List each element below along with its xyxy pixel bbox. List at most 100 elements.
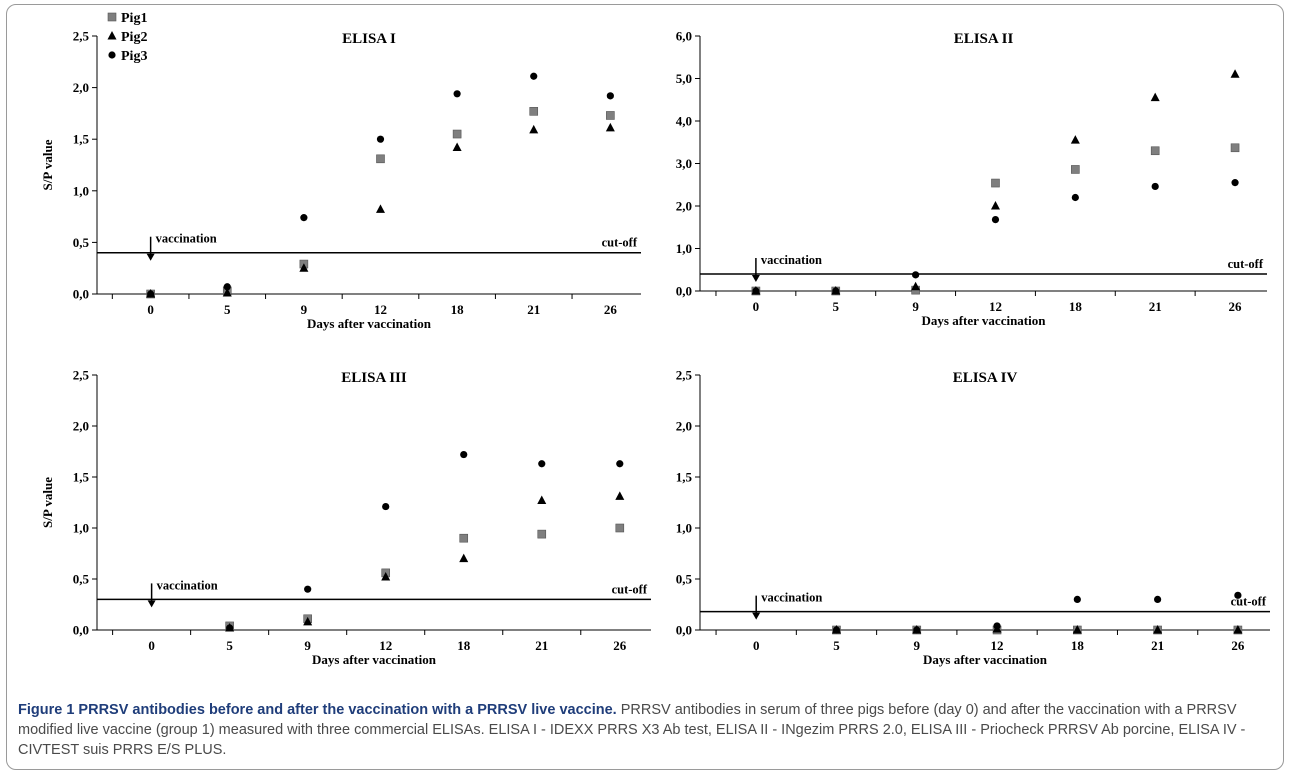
legend-marker-circle <box>108 51 116 59</box>
legend-label: Pig3 <box>121 49 147 64</box>
cutoff-label: cut-off <box>1228 257 1264 271</box>
y-tick-label: 0,5 <box>676 572 693 587</box>
x-tick-label: 26 <box>1229 299 1243 314</box>
caption-body: PRRSV antibodies in serum of three pigs … <box>18 702 1246 758</box>
x-tick-label: 21 <box>527 302 540 317</box>
data-point-pig2 <box>375 204 385 213</box>
panel-title: ELISA IV <box>953 370 1018 386</box>
y-tick-label: 1,5 <box>73 132 90 147</box>
y-tick-label: 2,5 <box>676 368 693 383</box>
x-tick-label: 0 <box>753 638 760 653</box>
x-tick-label: 21 <box>1151 638 1164 653</box>
data-point-pig3 <box>376 135 385 143</box>
data-point-pig2 <box>605 122 615 132</box>
x-tick-label: 9 <box>304 638 311 653</box>
data-point-pig1 <box>615 523 625 533</box>
y-tick-label: 1,0 <box>676 521 692 536</box>
data-point-pig3 <box>993 622 1001 630</box>
data-point-pig1 <box>1150 146 1160 156</box>
data-point-pig3 <box>913 626 921 634</box>
figure-caption: Figure 1 PRRSV antibodies before and aft… <box>18 700 1276 760</box>
data-point-pig2 <box>1230 69 1240 78</box>
vaccination-arrow-head <box>751 275 760 282</box>
x-tick-label: 0 <box>753 299 760 314</box>
data-point-pig3 <box>453 90 461 98</box>
data-point-pig1 <box>452 129 462 139</box>
data-point-pig3 <box>1151 182 1159 191</box>
data-point-pig2 <box>1233 625 1243 634</box>
y-tick-label: 5,0 <box>676 71 692 86</box>
x-tick-label: 12 <box>374 302 387 317</box>
x-tick-label: 5 <box>226 638 233 653</box>
data-point-pig3 <box>1234 591 1242 599</box>
x-tick-label: 9 <box>914 638 921 653</box>
data-point-pig2 <box>222 287 232 297</box>
data-point-pig3 <box>1073 595 1081 604</box>
data-point-pig3 <box>538 460 546 468</box>
data-point-pig1 <box>376 154 385 164</box>
x-tick-label: 5 <box>224 302 231 317</box>
data-point-pig3 <box>1154 595 1162 604</box>
data-point-pig3 <box>300 214 308 222</box>
y-tick-label: 2,5 <box>73 29 90 44</box>
x-tick-label: 21 <box>535 638 548 653</box>
vaccination-arrow-head <box>146 253 155 261</box>
data-point-pig3 <box>304 585 312 593</box>
data-point-pig2 <box>452 142 462 151</box>
data-point-pig3 <box>226 624 234 632</box>
data-point-pig2 <box>1150 92 1160 102</box>
data-point-pig2 <box>1070 135 1080 144</box>
data-point-pig3 <box>832 287 840 295</box>
data-point-pig2 <box>1153 625 1163 634</box>
y-tick-label: 2,0 <box>676 419 692 434</box>
data-point-pig3 <box>752 287 760 295</box>
data-point-pig3 <box>530 72 538 80</box>
data-point-pig2 <box>299 263 309 272</box>
y-tick-label: 6,0 <box>676 29 692 44</box>
legend-marker-square <box>107 12 117 22</box>
x-axis-title: Days after vaccination <box>312 652 437 667</box>
x-tick-label: 12 <box>991 638 1004 653</box>
data-point-pig1 <box>1071 165 1080 174</box>
data-point-pig3 <box>147 290 155 298</box>
x-tick-label: 18 <box>1071 638 1085 653</box>
data-point-pig3 <box>616 460 624 468</box>
y-tick-label: 0,0 <box>73 623 89 638</box>
data-point-pig2 <box>303 616 313 626</box>
vaccination-label: vaccination <box>156 232 217 246</box>
x-tick-label: 26 <box>613 638 627 653</box>
data-point-pig1 <box>991 178 1000 188</box>
y-tick-label: 2,5 <box>73 368 90 383</box>
data-point-pig2 <box>990 201 1000 210</box>
y-tick-label: 0,0 <box>676 284 692 299</box>
vaccination-label: vaccination <box>761 591 822 605</box>
data-point-pig3 <box>460 450 468 459</box>
y-tick-label: 4,0 <box>676 114 692 129</box>
y-tick-label: 0,0 <box>676 623 692 638</box>
x-tick-label: 5 <box>833 638 840 653</box>
data-point-pig3 <box>991 216 1000 224</box>
y-tick-label: 1,5 <box>676 470 693 485</box>
y-tick-label: 2,0 <box>73 80 89 95</box>
data-point-pig2 <box>537 495 547 504</box>
x-tick-label: 18 <box>1069 299 1083 314</box>
data-point-pig2 <box>911 281 921 291</box>
data-point-pig3 <box>832 626 841 634</box>
x-tick-label: 18 <box>457 638 471 653</box>
data-point-pig2 <box>459 553 469 563</box>
x-tick-label: 5 <box>833 299 840 314</box>
y-tick-label: 2,0 <box>676 199 692 214</box>
x-tick-label: 26 <box>1231 638 1245 653</box>
figure-frame <box>6 4 1284 770</box>
y-tick-label: 1,0 <box>676 241 692 256</box>
data-point-pig1 <box>529 107 539 116</box>
y-tick-label: 2,0 <box>73 419 89 434</box>
data-point-pig2 <box>615 491 625 500</box>
data-point-pig3 <box>382 502 390 511</box>
data-point-pig2 <box>529 124 539 134</box>
x-tick-label: 0 <box>147 302 154 317</box>
panel-title: ELISA I <box>342 31 396 47</box>
legend-label: Pig1 <box>121 11 147 26</box>
y-tick-label: 0,0 <box>73 287 89 302</box>
y-tick-label: 1,0 <box>73 183 89 198</box>
